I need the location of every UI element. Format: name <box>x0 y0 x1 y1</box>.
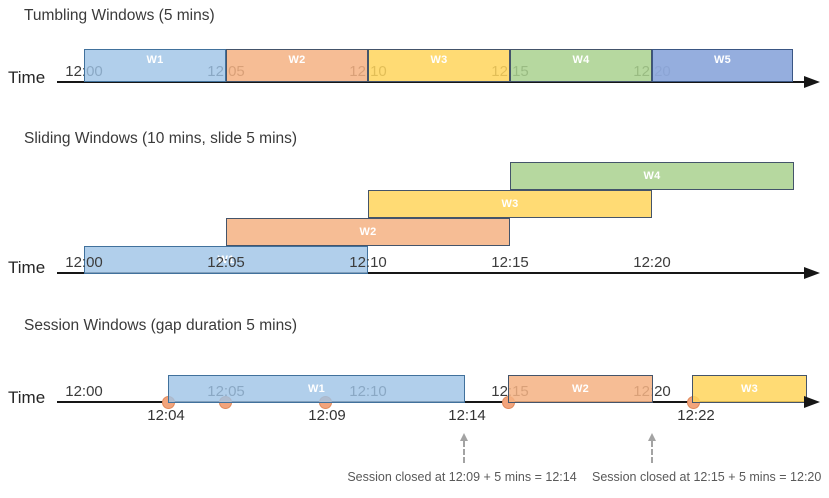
tick-label: 12:10 <box>349 254 387 271</box>
window-label: W2 <box>571 383 590 395</box>
event-time-label: 12:14 <box>448 407 486 424</box>
event-time-label: 12:04 <box>147 407 185 424</box>
window-tumbling-w3: W3 <box>368 49 510 82</box>
window-tumbling-w2: W2 <box>226 49 368 82</box>
window-sliding-w4: W4 <box>510 162 794 190</box>
session-closed-annotation-1: Session closed at 12:09 + 5 mins = 12:14 <box>347 470 577 484</box>
window-label: W4 <box>572 54 590 66</box>
window-session-w2: W2 <box>508 375 653 403</box>
window-label: W1 <box>307 383 326 395</box>
window-label: W1 <box>217 254 235 266</box>
window-sliding-w1: W1 <box>84 246 368 274</box>
section-title-sliding: Sliding Windows (10 mins, slide 5 mins) <box>24 130 298 147</box>
session-closed-annotation-2: Session closed at 12:15 + 5 mins = 12:20 <box>592 470 822 484</box>
window-label: W3 <box>740 383 759 395</box>
tick-label: 12:00 <box>65 383 103 400</box>
section-title-session: Session Windows (gap duration 5 mins) <box>24 317 298 334</box>
window-tumbling-w1: W1 <box>84 49 226 82</box>
tick-label: 12:05 <box>207 254 245 271</box>
dashed-arrow-line <box>651 441 653 463</box>
window-session-w1: W1 <box>168 375 465 403</box>
tick-label: 12:20 <box>633 254 671 271</box>
window-sliding-w3: W3 <box>368 190 652 218</box>
axis-arrowhead-icon <box>804 396 820 408</box>
section-title-tumbling: Tumbling Windows (5 mins) <box>24 7 215 24</box>
window-label: W3 <box>501 198 519 210</box>
dashed-arrow-up-icon <box>648 433 656 441</box>
window-label: W1 <box>146 54 164 66</box>
event-time-label: 12:22 <box>677 407 715 424</box>
window-tumbling-w5: W5 <box>652 49 793 82</box>
event-time-label: 12:09 <box>308 407 346 424</box>
window-sliding-w2: W2 <box>226 218 510 246</box>
window-label: W2 <box>359 226 377 238</box>
dashed-arrow-line <box>463 441 465 463</box>
tick-label: 12:15 <box>491 254 529 271</box>
dashed-arrow-up-icon <box>460 433 468 441</box>
time-axis-label-session: Time <box>8 388 46 407</box>
axis-arrowhead-icon <box>804 267 820 279</box>
window-label: W4 <box>643 170 661 182</box>
window-label: W2 <box>288 54 306 66</box>
time-axis-sliding <box>57 272 808 274</box>
window-tumbling-w4: W4 <box>510 49 652 82</box>
time-axis-label-tumbling: Time <box>8 68 46 87</box>
window-session-w3: W3 <box>692 375 807 403</box>
time-axis-label-sliding: Time <box>8 258 46 277</box>
axis-arrowhead-icon <box>804 76 820 88</box>
tick-label: 12:00 <box>65 254 103 271</box>
time-axis-tumbling <box>57 81 808 83</box>
window-label: W3 <box>430 54 448 66</box>
window-label: W5 <box>713 54 732 66</box>
